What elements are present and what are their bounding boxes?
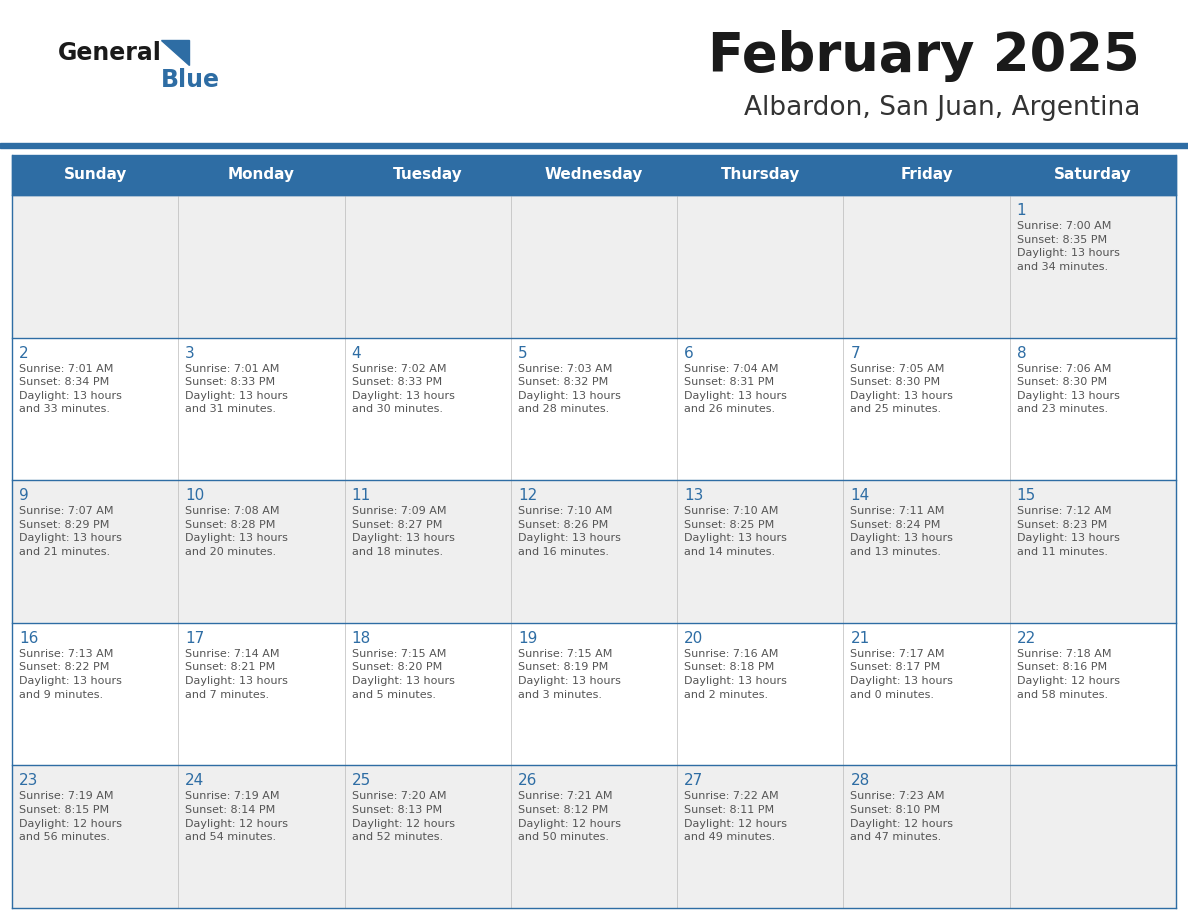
- Text: 5: 5: [518, 345, 527, 361]
- Bar: [0, 143, 1188, 148]
- Text: Thursday: Thursday: [721, 167, 800, 183]
- Bar: [12, 195, 1176, 338]
- Text: Sunday: Sunday: [63, 167, 127, 183]
- Text: Sunrise: 7:18 AM
Sunset: 8:16 PM
Daylight: 12 hours
and 58 minutes.: Sunrise: 7:18 AM Sunset: 8:16 PM Dayligh…: [1017, 649, 1120, 700]
- Text: 6: 6: [684, 345, 694, 361]
- Text: 16: 16: [19, 631, 38, 645]
- Text: Sunrise: 7:15 AM
Sunset: 8:20 PM
Daylight: 13 hours
and 5 minutes.: Sunrise: 7:15 AM Sunset: 8:20 PM Dayligh…: [352, 649, 455, 700]
- Text: Sunrise: 7:07 AM
Sunset: 8:29 PM
Daylight: 13 hours
and 21 minutes.: Sunrise: 7:07 AM Sunset: 8:29 PM Dayligh…: [19, 506, 122, 557]
- Polygon shape: [162, 40, 189, 65]
- Text: 1: 1: [1017, 203, 1026, 218]
- Text: Sunrise: 7:00 AM
Sunset: 8:35 PM
Daylight: 13 hours
and 34 minutes.: Sunrise: 7:00 AM Sunset: 8:35 PM Dayligh…: [1017, 221, 1119, 272]
- Text: Sunrise: 7:12 AM
Sunset: 8:23 PM
Daylight: 13 hours
and 11 minutes.: Sunrise: 7:12 AM Sunset: 8:23 PM Dayligh…: [1017, 506, 1119, 557]
- Text: Sunrise: 7:09 AM
Sunset: 8:27 PM
Daylight: 13 hours
and 18 minutes.: Sunrise: 7:09 AM Sunset: 8:27 PM Dayligh…: [352, 506, 455, 557]
- Text: Sunrise: 7:10 AM
Sunset: 8:26 PM
Daylight: 13 hours
and 16 minutes.: Sunrise: 7:10 AM Sunset: 8:26 PM Dayligh…: [518, 506, 621, 557]
- Text: 24: 24: [185, 773, 204, 789]
- Bar: [12, 766, 1176, 908]
- Text: Sunrise: 7:20 AM
Sunset: 8:13 PM
Daylight: 12 hours
and 52 minutes.: Sunrise: 7:20 AM Sunset: 8:13 PM Dayligh…: [352, 791, 455, 842]
- Text: 14: 14: [851, 488, 870, 503]
- Text: Sunrise: 7:19 AM
Sunset: 8:14 PM
Daylight: 12 hours
and 54 minutes.: Sunrise: 7:19 AM Sunset: 8:14 PM Dayligh…: [185, 791, 289, 842]
- Text: Sunrise: 7:14 AM
Sunset: 8:21 PM
Daylight: 13 hours
and 7 minutes.: Sunrise: 7:14 AM Sunset: 8:21 PM Dayligh…: [185, 649, 289, 700]
- Text: 15: 15: [1017, 488, 1036, 503]
- Text: February 2025: February 2025: [708, 30, 1140, 82]
- Text: 18: 18: [352, 631, 371, 645]
- Text: 28: 28: [851, 773, 870, 789]
- Text: 4: 4: [352, 345, 361, 361]
- Bar: [12, 622, 1176, 766]
- Text: Sunrise: 7:04 AM
Sunset: 8:31 PM
Daylight: 13 hours
and 26 minutes.: Sunrise: 7:04 AM Sunset: 8:31 PM Dayligh…: [684, 364, 786, 414]
- Text: Sunrise: 7:11 AM
Sunset: 8:24 PM
Daylight: 13 hours
and 13 minutes.: Sunrise: 7:11 AM Sunset: 8:24 PM Dayligh…: [851, 506, 953, 557]
- Text: Sunrise: 7:21 AM
Sunset: 8:12 PM
Daylight: 12 hours
and 50 minutes.: Sunrise: 7:21 AM Sunset: 8:12 PM Dayligh…: [518, 791, 621, 842]
- Text: Sunrise: 7:23 AM
Sunset: 8:10 PM
Daylight: 12 hours
and 47 minutes.: Sunrise: 7:23 AM Sunset: 8:10 PM Dayligh…: [851, 791, 954, 842]
- Text: 26: 26: [518, 773, 537, 789]
- Text: Sunrise: 7:17 AM
Sunset: 8:17 PM
Daylight: 13 hours
and 0 minutes.: Sunrise: 7:17 AM Sunset: 8:17 PM Dayligh…: [851, 649, 953, 700]
- Text: 2: 2: [19, 345, 29, 361]
- Text: 20: 20: [684, 631, 703, 645]
- Text: Monday: Monday: [228, 167, 295, 183]
- Text: 11: 11: [352, 488, 371, 503]
- Text: Sunrise: 7:01 AM
Sunset: 8:33 PM
Daylight: 13 hours
and 31 minutes.: Sunrise: 7:01 AM Sunset: 8:33 PM Dayligh…: [185, 364, 289, 414]
- Text: Sunrise: 7:06 AM
Sunset: 8:30 PM
Daylight: 13 hours
and 23 minutes.: Sunrise: 7:06 AM Sunset: 8:30 PM Dayligh…: [1017, 364, 1119, 414]
- Text: 21: 21: [851, 631, 870, 645]
- Text: 12: 12: [518, 488, 537, 503]
- Text: Sunrise: 7:22 AM
Sunset: 8:11 PM
Daylight: 12 hours
and 49 minutes.: Sunrise: 7:22 AM Sunset: 8:11 PM Dayligh…: [684, 791, 788, 842]
- Text: Sunrise: 7:16 AM
Sunset: 8:18 PM
Daylight: 13 hours
and 2 minutes.: Sunrise: 7:16 AM Sunset: 8:18 PM Dayligh…: [684, 649, 786, 700]
- Text: Sunrise: 7:15 AM
Sunset: 8:19 PM
Daylight: 13 hours
and 3 minutes.: Sunrise: 7:15 AM Sunset: 8:19 PM Dayligh…: [518, 649, 621, 700]
- Text: General: General: [58, 41, 162, 65]
- Text: Sunrise: 7:01 AM
Sunset: 8:34 PM
Daylight: 13 hours
and 33 minutes.: Sunrise: 7:01 AM Sunset: 8:34 PM Dayligh…: [19, 364, 122, 414]
- Bar: [12, 155, 1176, 195]
- Text: Sunrise: 7:03 AM
Sunset: 8:32 PM
Daylight: 13 hours
and 28 minutes.: Sunrise: 7:03 AM Sunset: 8:32 PM Dayligh…: [518, 364, 621, 414]
- Bar: [12, 480, 1176, 622]
- Text: Wednesday: Wednesday: [545, 167, 643, 183]
- Text: Sunrise: 7:05 AM
Sunset: 8:30 PM
Daylight: 13 hours
and 25 minutes.: Sunrise: 7:05 AM Sunset: 8:30 PM Dayligh…: [851, 364, 953, 414]
- Text: 22: 22: [1017, 631, 1036, 645]
- Bar: [12, 338, 1176, 480]
- Text: Tuesday: Tuesday: [393, 167, 462, 183]
- Text: 13: 13: [684, 488, 703, 503]
- Text: 9: 9: [19, 488, 29, 503]
- Text: 3: 3: [185, 345, 195, 361]
- Text: 8: 8: [1017, 345, 1026, 361]
- Text: 19: 19: [518, 631, 537, 645]
- Text: Sunrise: 7:02 AM
Sunset: 8:33 PM
Daylight: 13 hours
and 30 minutes.: Sunrise: 7:02 AM Sunset: 8:33 PM Dayligh…: [352, 364, 455, 414]
- Text: 7: 7: [851, 345, 860, 361]
- Text: 17: 17: [185, 631, 204, 645]
- Text: Albardon, San Juan, Argentina: Albardon, San Juan, Argentina: [744, 95, 1140, 121]
- Text: 25: 25: [352, 773, 371, 789]
- Text: Blue: Blue: [162, 68, 220, 92]
- Text: 27: 27: [684, 773, 703, 789]
- Text: 10: 10: [185, 488, 204, 503]
- Text: Friday: Friday: [901, 167, 953, 183]
- Text: Saturday: Saturday: [1054, 167, 1132, 183]
- Text: Sunrise: 7:19 AM
Sunset: 8:15 PM
Daylight: 12 hours
and 56 minutes.: Sunrise: 7:19 AM Sunset: 8:15 PM Dayligh…: [19, 791, 122, 842]
- Text: Sunrise: 7:13 AM
Sunset: 8:22 PM
Daylight: 13 hours
and 9 minutes.: Sunrise: 7:13 AM Sunset: 8:22 PM Dayligh…: [19, 649, 122, 700]
- Text: Sunrise: 7:08 AM
Sunset: 8:28 PM
Daylight: 13 hours
and 20 minutes.: Sunrise: 7:08 AM Sunset: 8:28 PM Dayligh…: [185, 506, 289, 557]
- Text: 23: 23: [19, 773, 38, 789]
- Text: Sunrise: 7:10 AM
Sunset: 8:25 PM
Daylight: 13 hours
and 14 minutes.: Sunrise: 7:10 AM Sunset: 8:25 PM Dayligh…: [684, 506, 786, 557]
